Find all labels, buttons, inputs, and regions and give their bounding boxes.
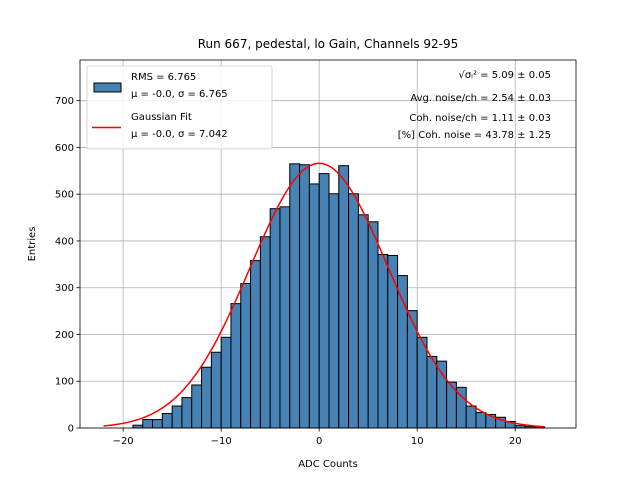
histogram-bar (250, 260, 261, 429)
stat-sigma-i: √σᵢ² = 5.09 ± 0.05 (458, 70, 551, 81)
x-tick-label: 10 (411, 436, 424, 447)
histogram-bar (465, 405, 477, 429)
histogram-bar (161, 413, 173, 429)
histogram-bar (191, 384, 203, 429)
legend-box (86, 65, 273, 150)
legend-fit-line2: μ = -0.0, σ = 7.042 (131, 129, 228, 140)
histogram-bar (377, 254, 389, 429)
legend-histogram-line1: RMS = 6.765 (131, 72, 196, 83)
x-axis-ticks: −20 −10 0 10 20 (113, 428, 522, 447)
histogram-bar (279, 206, 291, 429)
histogram-bar (171, 405, 183, 429)
stat-coh-noise: Coh. noise/ch = 1.11 ± 0.03 (409, 113, 551, 124)
histogram-bar (328, 193, 340, 429)
y-tick-label: 300 (55, 283, 74, 294)
y-tick-label: 100 (55, 377, 74, 388)
y-tick-label: 600 (55, 143, 74, 154)
histogram-bar (338, 165, 350, 429)
x-axis-label: ADC Counts (298, 459, 358, 470)
y-axis-ticks: 0 100 200 300 400 500 600 700 (55, 96, 80, 435)
histogram-bar (201, 366, 212, 429)
stat-coh-noise-percent: [%] Coh. noise = 43.78 ± 1.25 (398, 130, 551, 141)
chart-title: Run 667, pedestal, lo Gain, Channels 92-… (198, 37, 459, 51)
histogram-bar (142, 419, 154, 429)
fit-statistics: √σᵢ² = 5.09 ± 0.05 Avg. noise/ch = 2.54 … (398, 70, 551, 141)
histogram-bar (210, 351, 222, 429)
y-tick-label: 700 (55, 96, 74, 107)
x-tick-label: −20 (113, 436, 134, 447)
stat-avg-noise: Avg. noise/ch = 2.54 ± 0.03 (410, 93, 551, 104)
histogram-bar (367, 221, 379, 429)
y-tick-label: 500 (55, 190, 74, 201)
legend-histogram-line2: μ = -0.0, σ = 6.765 (131, 89, 228, 100)
histogram-bars (132, 163, 546, 429)
x-tick-label: −10 (211, 436, 232, 447)
stat-sigma-i-value: = 5.09 ± 0.05 (477, 70, 551, 81)
x-tick-label: 20 (509, 436, 522, 447)
histogram-bar (269, 208, 281, 429)
gaussian-fit-curve (103, 162, 545, 428)
histogram-bar (289, 163, 301, 429)
histogram-bar (230, 303, 242, 429)
histogram-bar (132, 424, 144, 429)
axes-frame (79, 59, 577, 429)
y-tick-label: 0 (68, 424, 74, 435)
histogram-bar (181, 397, 193, 429)
histogram-bar (475, 412, 487, 429)
legend-fit-line1: Gaussian Fit (131, 112, 192, 123)
histogram-bar (152, 419, 163, 429)
legend-histogram-swatch (93, 82, 122, 93)
histogram-bar (357, 214, 369, 429)
histogram-bar (416, 336, 428, 429)
histogram-bar (426, 355, 438, 429)
histogram-bar (299, 164, 310, 429)
histogram-bar (259, 236, 271, 429)
histogram-bar (308, 183, 320, 429)
histogram-bar (220, 336, 232, 429)
stat-sigma-i-label: √σᵢ² (458, 70, 477, 81)
y-tick-label: 200 (55, 330, 74, 341)
histogram-bar (348, 193, 359, 429)
histogram-bar (387, 254, 399, 429)
histogram-bar (318, 173, 330, 429)
histogram-bar (240, 283, 252, 429)
y-tick-label: 400 (55, 236, 74, 247)
legend: RMS = 6.765 μ = -0.0, σ = 6.765 Gaussian… (86, 65, 273, 150)
y-axis-label: Entries (27, 227, 38, 262)
x-tick-label: 0 (316, 436, 322, 447)
histogram-bar (436, 360, 448, 429)
